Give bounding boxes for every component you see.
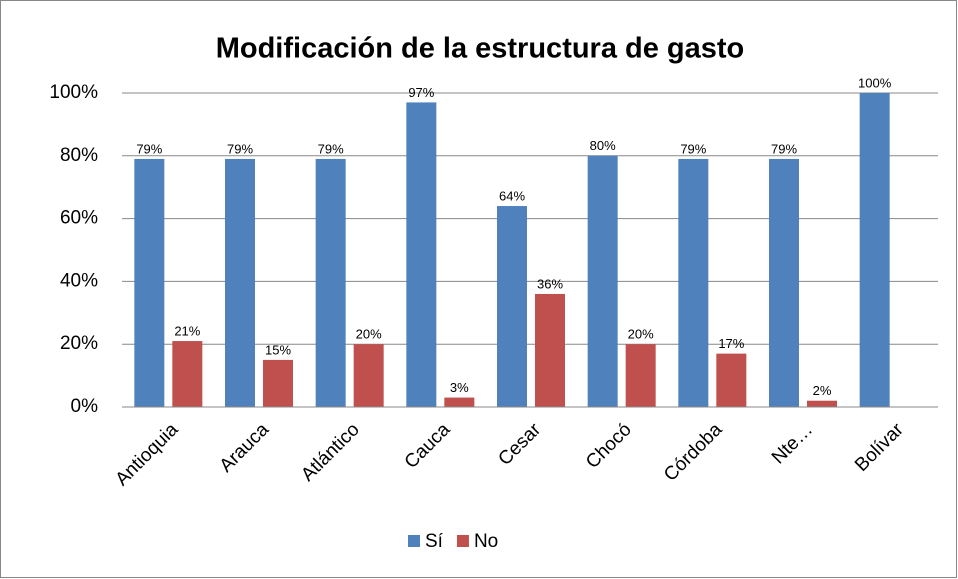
bar — [587, 155, 618, 407]
bar — [625, 344, 656, 407]
data-label: 20% — [628, 327, 654, 342]
bar — [353, 344, 384, 407]
bar — [497, 206, 527, 407]
bar — [535, 293, 565, 407]
y-tick-label: 40% — [60, 270, 98, 291]
legend-swatch — [456, 535, 469, 547]
data-label: 21% — [174, 323, 200, 338]
chart-title: Modificación de la estructura de gasto — [216, 33, 745, 65]
data-label: 79% — [318, 141, 344, 156]
bar — [406, 102, 437, 408]
data-label: 80% — [590, 138, 616, 153]
bar — [263, 359, 293, 407]
data-label: 15% — [265, 342, 291, 357]
legend-swatch — [408, 535, 420, 547]
data-label: 64% — [499, 188, 525, 203]
data-label: 97% — [408, 85, 434, 100]
bar — [678, 158, 709, 407]
data-label: 20% — [356, 327, 382, 342]
bar — [769, 158, 799, 407]
bar — [172, 341, 203, 407]
data-label: 3% — [450, 380, 469, 395]
data-label: 79% — [136, 141, 162, 156]
legend-label: Sí — [425, 531, 444, 552]
bar — [315, 158, 346, 407]
y-tick-label: 60% — [60, 208, 98, 229]
data-label: 79% — [227, 141, 253, 156]
y-tick-label: 80% — [60, 145, 98, 166]
y-tick-label: 100% — [49, 82, 98, 103]
data-label: 79% — [771, 141, 797, 156]
y-tick-label: 0% — [71, 396, 99, 417]
data-label: 36% — [537, 276, 563, 291]
data-label: 2% — [813, 383, 832, 398]
bar — [716, 353, 747, 407]
data-label: 17% — [718, 336, 744, 351]
bar — [444, 397, 475, 407]
y-tick-label: 20% — [60, 333, 98, 354]
bar — [225, 158, 255, 407]
bar — [807, 400, 837, 407]
bar — [134, 158, 165, 407]
data-label: 79% — [680, 141, 706, 156]
data-label: 100% — [858, 75, 892, 90]
bar — [859, 93, 890, 407]
legend-label: No — [474, 531, 498, 552]
